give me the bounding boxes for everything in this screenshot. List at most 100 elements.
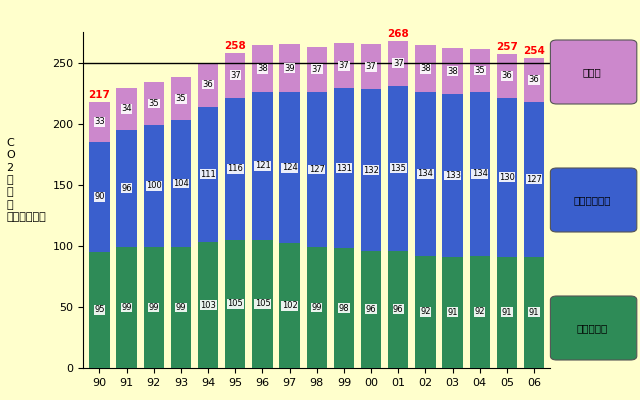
- Bar: [90, 142, 109, 252]
- Bar: [280, 92, 300, 243]
- Text: 135: 135: [390, 164, 406, 173]
- Text: 36: 36: [502, 72, 512, 80]
- Bar: [280, 44, 300, 92]
- Text: 217: 217: [88, 90, 111, 100]
- Text: 38: 38: [447, 66, 458, 76]
- Bar: [497, 98, 517, 257]
- Bar: [252, 46, 273, 92]
- Bar: [171, 120, 191, 247]
- Bar: [470, 256, 490, 368]
- Text: 258: 258: [225, 41, 246, 51]
- Bar: [415, 46, 436, 92]
- Text: 99: 99: [122, 303, 132, 312]
- Text: 102: 102: [282, 301, 298, 310]
- Text: 96: 96: [393, 305, 404, 314]
- Bar: [442, 48, 463, 94]
- Text: 34: 34: [122, 104, 132, 114]
- Text: 111: 111: [200, 170, 216, 179]
- Text: 96: 96: [122, 184, 132, 193]
- Text: 132: 132: [363, 166, 379, 174]
- Bar: [198, 242, 218, 368]
- Bar: [116, 88, 137, 130]
- Text: 124: 124: [282, 163, 298, 172]
- Bar: [470, 49, 490, 92]
- Bar: [361, 90, 381, 251]
- Bar: [225, 53, 246, 98]
- Bar: [225, 240, 246, 368]
- Text: 38: 38: [420, 64, 431, 73]
- Text: 37: 37: [312, 65, 322, 74]
- Bar: [252, 240, 273, 368]
- Text: 92: 92: [420, 307, 431, 316]
- Bar: [116, 247, 137, 368]
- Text: 134: 134: [472, 169, 488, 178]
- Text: 35: 35: [474, 66, 485, 75]
- Bar: [524, 102, 544, 257]
- Bar: [524, 58, 544, 102]
- Bar: [334, 43, 354, 88]
- Text: 91: 91: [447, 308, 458, 317]
- Bar: [198, 106, 218, 242]
- Text: 105: 105: [255, 299, 270, 308]
- Bar: [198, 62, 218, 106]
- Text: 37: 37: [230, 71, 241, 80]
- Text: 130: 130: [499, 173, 515, 182]
- Bar: [307, 92, 327, 247]
- Text: 貨物自動車: 貨物自動車: [577, 323, 607, 333]
- Text: 98: 98: [339, 304, 349, 313]
- Text: 33: 33: [94, 117, 105, 126]
- Text: 121: 121: [255, 161, 270, 170]
- Text: 127: 127: [526, 175, 542, 184]
- Bar: [334, 88, 354, 248]
- Text: 127: 127: [309, 165, 324, 174]
- Bar: [361, 44, 381, 90]
- Bar: [415, 92, 436, 256]
- Text: 103: 103: [200, 300, 216, 310]
- Text: 100: 100: [146, 182, 162, 190]
- Text: 35: 35: [175, 94, 186, 103]
- Text: 39: 39: [284, 64, 295, 72]
- Text: 105: 105: [227, 299, 243, 308]
- Bar: [143, 82, 164, 125]
- Text: 104: 104: [173, 179, 189, 188]
- Text: 96: 96: [366, 305, 376, 314]
- Text: 36: 36: [529, 75, 540, 84]
- Bar: [334, 248, 354, 368]
- Bar: [116, 130, 137, 247]
- Bar: [171, 247, 191, 368]
- Text: C
O
2
排
出
量
（百万トン）: C O 2 排 出 量 （百万トン）: [6, 138, 46, 222]
- Text: 131: 131: [336, 164, 352, 173]
- Text: 257: 257: [496, 42, 518, 52]
- Text: 116: 116: [227, 164, 243, 173]
- Text: その他: その他: [582, 67, 602, 77]
- Text: 268: 268: [387, 29, 409, 39]
- Text: 95: 95: [94, 306, 105, 314]
- Bar: [143, 125, 164, 247]
- Text: 99: 99: [148, 303, 159, 312]
- Bar: [143, 247, 164, 368]
- Text: 90: 90: [94, 192, 105, 202]
- Bar: [415, 256, 436, 368]
- Text: 99: 99: [312, 303, 322, 312]
- Bar: [361, 251, 381, 368]
- Bar: [497, 257, 517, 368]
- Text: 37: 37: [393, 59, 404, 68]
- Text: 36: 36: [203, 80, 214, 89]
- Text: 37: 37: [339, 61, 349, 70]
- Text: 91: 91: [529, 308, 540, 317]
- Bar: [252, 92, 273, 240]
- Text: 254: 254: [523, 46, 545, 56]
- Text: 35: 35: [148, 99, 159, 108]
- Bar: [90, 252, 109, 368]
- Text: 自家用乗用車: 自家用乗用車: [573, 195, 611, 205]
- Text: 92: 92: [474, 307, 485, 316]
- Bar: [470, 92, 490, 256]
- Bar: [280, 243, 300, 368]
- Bar: [388, 40, 408, 86]
- Bar: [442, 94, 463, 257]
- Text: 91: 91: [502, 308, 512, 317]
- Bar: [497, 54, 517, 98]
- Bar: [307, 247, 327, 368]
- Text: 134: 134: [417, 169, 433, 178]
- Text: 99: 99: [176, 303, 186, 312]
